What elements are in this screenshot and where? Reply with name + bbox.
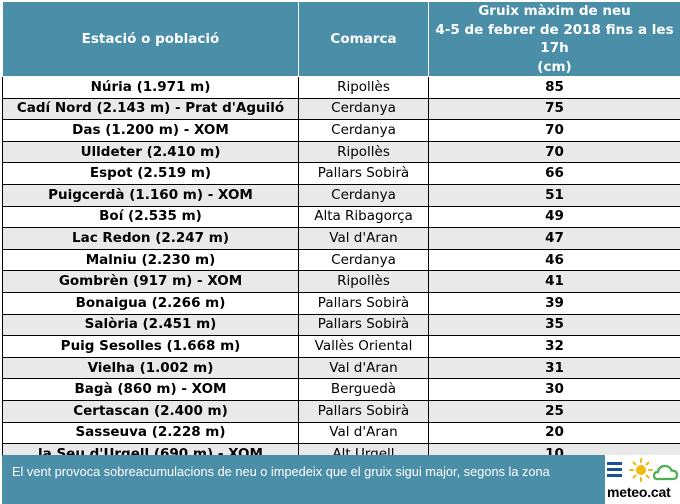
footer-note: El vent provoca sobreacumulacions de neu…	[12, 464, 550, 479]
footer-banner: El vent provoca sobreacumulacions de neu…	[2, 455, 680, 504]
table-row: Núria (1.971 m) Ripollès 85	[2, 76, 680, 99]
cell-gruix: 51	[428, 183, 680, 207]
header-gruix: Gruix màxim de neu 4-5 de febrer de 2018…	[428, 1, 680, 77]
cell-estacio: Gombrèn (917 m) - XOM	[2, 270, 299, 293]
cell-comarca: Ripollès	[298, 140, 429, 164]
cell-estacio: Salòria (2.451 m)	[2, 313, 299, 337]
cell-gruix: 47	[428, 227, 680, 250]
cell-estacio: Bagà (860 m) - XOM	[2, 378, 299, 401]
cell-gruix: 75	[428, 97, 680, 121]
cell-comarca: Pallars Sobirà	[298, 291, 429, 315]
table-row: Bagà (860 m) - XOM Berguedà 30	[2, 378, 680, 401]
cell-estacio: Vielha (1.002 m)	[2, 356, 299, 380]
cell-estacio: Das (1.200 m) - XOM	[2, 119, 299, 142]
cell-gruix: 70	[428, 140, 680, 164]
logo-graphic	[607, 458, 679, 482]
table-row: Ulldeter (2.410 m) Ripollès 70	[2, 140, 680, 164]
table-row: Malniu (2.230 m) Cerdanya 46	[2, 248, 680, 272]
cell-gruix: 35	[428, 313, 680, 337]
cell-comarca: Val d'Aran	[298, 227, 429, 250]
header-gruix-line3: (cm)	[537, 58, 572, 75]
table-row: Sasseuva (2.228 m) Val d'Aran 20	[2, 421, 680, 445]
table-row: Puig Sesolles (1.668 m) Vallès Oriental 32	[2, 335, 680, 358]
cell-comarca: Pallars Sobirà	[298, 162, 429, 185]
cell-gruix: 49	[428, 205, 680, 229]
cell-estacio: Malniu (2.230 m)	[2, 248, 299, 272]
cell-gruix: 25	[428, 399, 680, 423]
cell-comarca: Cerdanya	[298, 97, 429, 121]
cell-gruix: 32	[428, 335, 680, 358]
table-row: Certascan (2.400 m) Pallars Sobirà 25	[2, 399, 680, 423]
table-row: Vielha (1.002 m) Val d'Aran 31	[2, 356, 680, 380]
header-comarca: Comarca	[298, 1, 429, 77]
cell-comarca: Val d'Aran	[298, 356, 429, 380]
cell-comarca: Vallès Oriental	[298, 335, 429, 358]
table-row: Bonaigua (2.266 m) Pallars Sobirà 39	[2, 291, 680, 315]
table-body: Núria (1.971 m) Ripollès 85 Cadí Nord (2.1…	[2, 76, 680, 466]
logo-text: meteo.cat	[607, 484, 671, 500]
cell-estacio: Lac Redon (2.247 m)	[2, 227, 299, 250]
cell-gruix: 85	[428, 76, 680, 99]
cell-comarca: Cerdanya	[298, 183, 429, 207]
table-row: Gombrèn (917 m) - XOM Ripollès 41	[2, 270, 680, 293]
cell-estacio: Sasseuva (2.228 m)	[2, 421, 299, 445]
cell-comarca: Alta Ribagorça	[298, 205, 429, 229]
cell-comarca: Ripollès	[298, 76, 429, 99]
cell-comarca: Cerdanya	[298, 119, 429, 142]
table-row: Cadí Nord (2.143 m) - Prat d'Aguiló Cerda…	[2, 97, 680, 121]
table-row: Boí (2.535 m) Alta Ribagorça 49	[2, 205, 680, 229]
cell-estacio: Núria (1.971 m)	[2, 76, 299, 99]
cell-comarca: Val d'Aran	[298, 421, 429, 445]
cell-gruix: 20	[428, 421, 680, 445]
meteocat-logo: meteo.cat	[605, 455, 680, 504]
header-estacio: Estació o població	[2, 1, 299, 77]
cell-gruix: 46	[428, 248, 680, 272]
cell-estacio: Puigcerdà (1.160 m) - XOM	[2, 183, 299, 207]
cell-estacio: Puig Sesolles (1.668 m)	[2, 335, 299, 358]
cell-comarca: Berguedà	[298, 378, 429, 401]
header-gruix-line2: 4-5 de febrer de 2018 fins a les 17h	[435, 21, 674, 57]
cell-gruix: 70	[428, 119, 680, 142]
cloud-icon	[652, 464, 679, 481]
cell-estacio: Bonaigua (2.266 m)	[2, 291, 299, 315]
cell-gruix: 39	[428, 291, 680, 315]
table-row: Puigcerdà (1.160 m) - XOM Cerdanya 51	[2, 183, 680, 207]
cell-gruix: 41	[428, 270, 680, 293]
header-gruix-line1: Gruix màxim de neu	[478, 3, 631, 19]
cell-gruix: 66	[428, 162, 680, 185]
cell-estacio: Ulldeter (2.410 m)	[2, 140, 299, 164]
cell-comarca: Cerdanya	[298, 248, 429, 272]
table-row: Espot (2.519 m) Pallars Sobirà 66	[2, 162, 680, 185]
cell-estacio: Cadí Nord (2.143 m) - Prat d'Aguiló	[2, 97, 299, 121]
sun-icon	[629, 458, 653, 482]
cell-estacio: Boí (2.535 m)	[2, 205, 299, 229]
table-row: Salòria (2.451 m) Pallars Sobirà 35	[2, 313, 680, 337]
cell-estacio: Certascan (2.400 m)	[2, 399, 299, 423]
snow-depth-table: Estació o població Comarca Gruix màxim d…	[2, 1, 680, 466]
cell-gruix: 30	[428, 378, 680, 401]
table-row: Das (1.200 m) - XOM Cerdanya 70	[2, 119, 680, 142]
cell-comarca: Pallars Sobirà	[298, 399, 429, 423]
cell-estacio: Espot (2.519 m)	[2, 162, 299, 185]
table-header-row: Estació o població Comarca Gruix màxim d…	[2, 1, 680, 77]
cell-gruix: 31	[428, 356, 680, 380]
cell-comarca: Pallars Sobirà	[298, 313, 429, 337]
weather-bars-icon	[607, 462, 622, 477]
cell-comarca: Ripollès	[298, 270, 429, 293]
table-row: Lac Redon (2.247 m) Val d'Aran 47	[2, 227, 680, 250]
